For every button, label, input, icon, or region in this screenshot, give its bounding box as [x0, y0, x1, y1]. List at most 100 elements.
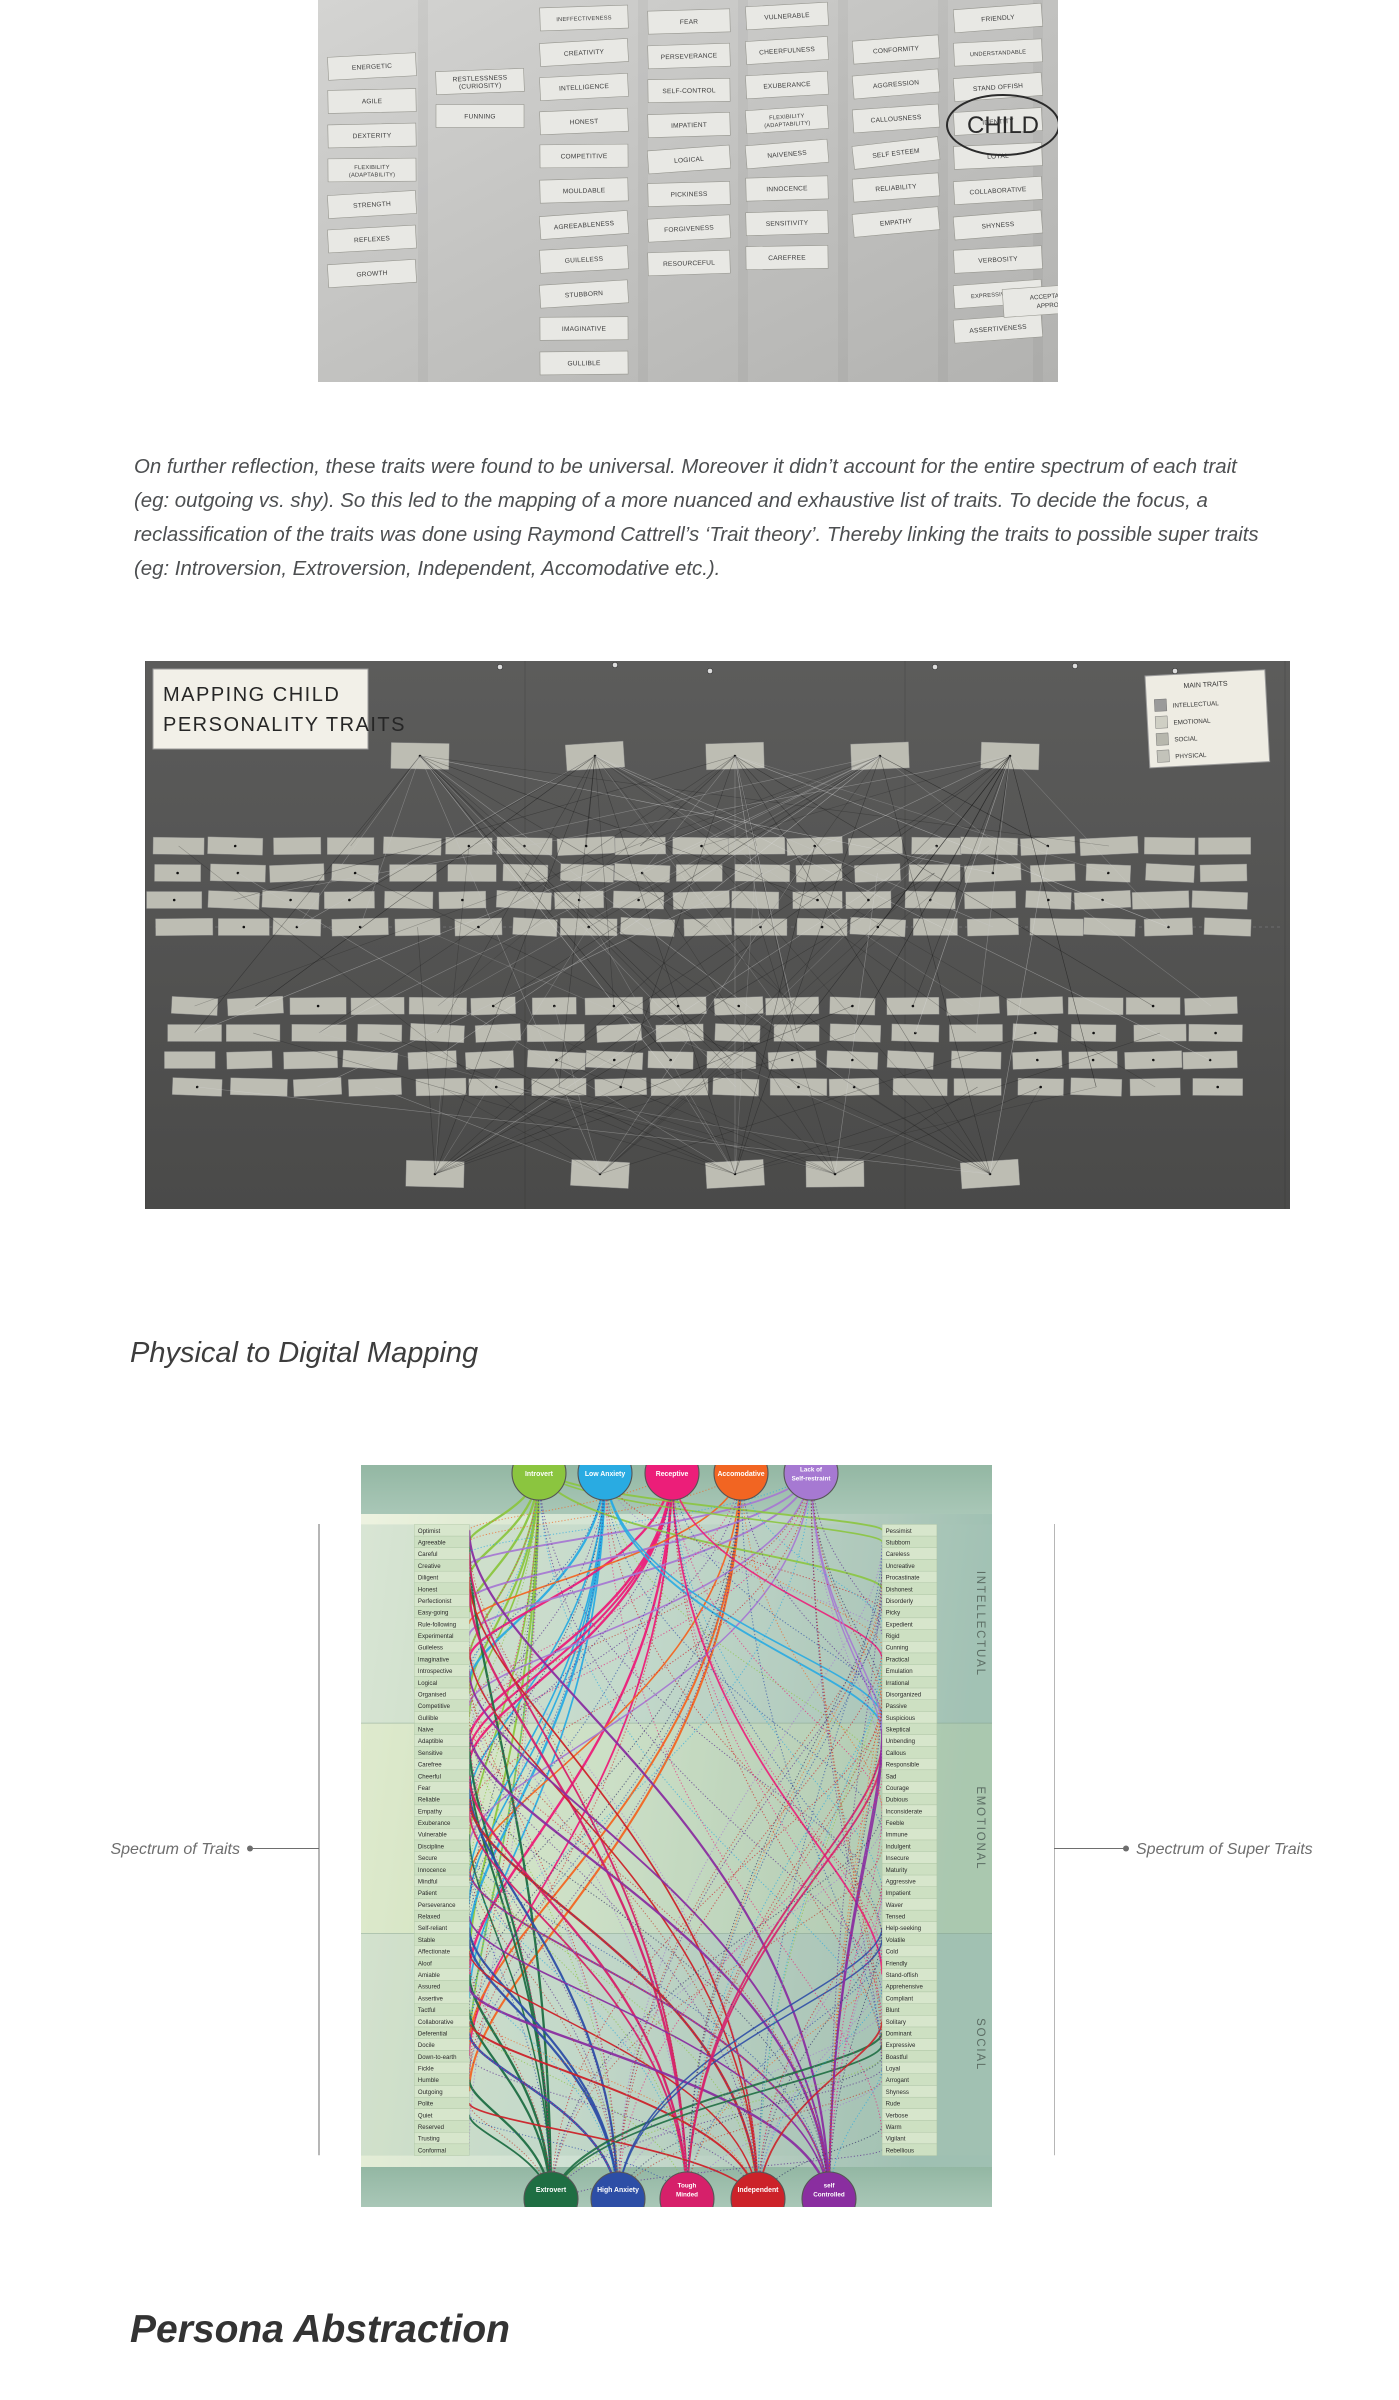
svg-text:Assured: Assured: [418, 1984, 440, 1991]
svg-text:Picky: Picky: [886, 1610, 902, 1617]
svg-text:IMAGINATIVE: IMAGINATIVE: [562, 326, 607, 333]
svg-text:Reliable: Reliable: [418, 1797, 441, 1804]
svg-text:Amiable: Amiable: [418, 1972, 441, 1979]
svg-text:Honest: Honest: [418, 1586, 438, 1593]
svg-text:Suspicious: Suspicious: [886, 1715, 915, 1722]
svg-text:Practical: Practical: [886, 1656, 909, 1663]
svg-text:Experimental: Experimental: [418, 1633, 454, 1640]
svg-text:SELF-CONTROL: SELF-CONTROL: [662, 87, 716, 95]
svg-text:Passive: Passive: [886, 1703, 908, 1710]
svg-text:Agreeable: Agreeable: [418, 1540, 446, 1547]
svg-text:Stand-offish: Stand-offish: [886, 1972, 918, 1979]
svg-text:Cunning: Cunning: [886, 1645, 909, 1652]
svg-text:Affectionate: Affectionate: [418, 1949, 451, 1956]
svg-text:Feeble: Feeble: [886, 1820, 905, 1827]
svg-text:Empathy: Empathy: [418, 1808, 443, 1815]
svg-text:Waver: Waver: [886, 1902, 903, 1909]
svg-text:self: self: [824, 2183, 836, 2190]
svg-text:Dominant: Dominant: [886, 2030, 912, 2037]
svg-text:Introvert: Introvert: [525, 1471, 554, 1478]
svg-text:Unbending: Unbending: [886, 1738, 915, 1745]
svg-text:Introspective: Introspective: [418, 1668, 453, 1675]
svg-text:Cheerful: Cheerful: [418, 1773, 441, 1780]
svg-text:Secure: Secure: [418, 1855, 438, 1862]
svg-text:Boastful: Boastful: [886, 2054, 908, 2061]
svg-text:Competitive: Competitive: [418, 1703, 451, 1710]
svg-text:Fear: Fear: [418, 1785, 431, 1792]
svg-text:Help-seeking: Help-seeking: [886, 1925, 922, 1932]
svg-text:Receptive: Receptive: [656, 1471, 689, 1478]
svg-text:FUNNING: FUNNING: [464, 113, 495, 120]
svg-text:Responsible: Responsible: [886, 1762, 920, 1769]
svg-text:Perfectionist: Perfectionist: [418, 1598, 452, 1605]
svg-text:SENSITIVITY: SENSITIVITY: [766, 220, 809, 228]
svg-text:Expressive: Expressive: [886, 2042, 916, 2049]
svg-text:Vulnerable: Vulnerable: [418, 1832, 448, 1839]
svg-text:Irrational: Irrational: [886, 1680, 910, 1687]
svg-text:Discipline: Discipline: [418, 1843, 445, 1850]
svg-text:Low Anxiety: Low Anxiety: [585, 1471, 625, 1478]
svg-text:Inconsiderate: Inconsiderate: [886, 1808, 923, 1815]
svg-text:Friendly: Friendly: [886, 1960, 909, 1967]
svg-text:Insecure: Insecure: [886, 1855, 910, 1862]
svg-text:CAREFREE: CAREFREE: [768, 254, 806, 262]
svg-text:Down-to-earth: Down-to-earth: [418, 2054, 457, 2061]
svg-text:Compliant: Compliant: [886, 1995, 914, 2002]
svg-text:Self-reliant: Self-reliant: [418, 1925, 447, 1932]
svg-text:Collaborative: Collaborative: [418, 2019, 454, 2026]
svg-text:Warm: Warm: [886, 2124, 902, 2131]
svg-text:HONEST: HONEST: [570, 118, 599, 126]
svg-text:Independent: Independent: [738, 2187, 780, 2194]
svg-text:Rebellious: Rebellious: [886, 2147, 914, 2154]
svg-text:Conformal: Conformal: [418, 2147, 446, 2154]
svg-text:Logical: Logical: [418, 1680, 437, 1687]
svg-text:MAPPING CHILD: MAPPING CHILD: [163, 684, 340, 706]
svg-text:Patient: Patient: [418, 1890, 437, 1897]
svg-text:Relaxed: Relaxed: [418, 1914, 440, 1921]
svg-text:Vigilant: Vigilant: [886, 2136, 906, 2143]
svg-text:Controlled: Controlled: [813, 2192, 845, 2199]
svg-text:Trusting: Trusting: [418, 2136, 440, 2143]
svg-text:INTELLECTUAL: INTELLECTUAL: [974, 1571, 986, 1677]
svg-text:Humble: Humble: [418, 2077, 440, 2084]
svg-text:FEAR: FEAR: [680, 19, 699, 27]
svg-text:Callous: Callous: [886, 1750, 906, 1757]
svg-text:Tensed: Tensed: [886, 1914, 906, 1921]
svg-text:Adaptible: Adaptible: [418, 1738, 444, 1745]
svg-text:GULLIBLE: GULLIBLE: [567, 360, 601, 367]
svg-text:Emulation: Emulation: [886, 1668, 913, 1675]
svg-text:Carefree: Carefree: [418, 1762, 442, 1769]
svg-text:Accomodative: Accomodative: [717, 1471, 764, 1478]
svg-text:APPROVAL: APPROVAL: [1036, 301, 1058, 310]
svg-text:Loyal: Loyal: [886, 2066, 901, 2073]
svg-text:Perseverance: Perseverance: [418, 1902, 456, 1909]
svg-text:Disorderly: Disorderly: [886, 1598, 914, 1605]
svg-text:CHILD: CHILD: [967, 112, 1039, 139]
svg-text:(ADAPTABILITY): (ADAPTABILITY): [349, 172, 395, 178]
svg-text:High Anxiety: High Anxiety: [597, 2187, 639, 2194]
svg-text:Verbose: Verbose: [886, 2112, 909, 2119]
svg-text:EMOTIONAL: EMOTIONAL: [974, 1786, 986, 1870]
svg-text:Aloof: Aloof: [418, 1960, 432, 1967]
svg-text:Mindful: Mindful: [418, 1878, 438, 1885]
svg-text:Tactful: Tactful: [418, 2007, 436, 2014]
svg-text:Organised: Organised: [418, 1691, 446, 1698]
svg-text:Exuberance: Exuberance: [418, 1820, 451, 1827]
svg-text:Stubborn: Stubborn: [886, 1540, 911, 1547]
svg-text:Careful: Careful: [418, 1551, 438, 1558]
svg-text:Arrogant: Arrogant: [886, 2077, 910, 2084]
svg-text:IMPATIENT: IMPATIENT: [671, 122, 707, 130]
svg-text:Dubious: Dubious: [886, 1797, 908, 1804]
svg-text:Expedient: Expedient: [886, 1621, 913, 1628]
svg-text:Careless: Careless: [886, 1551, 910, 1558]
svg-text:Uncreative: Uncreative: [886, 1563, 916, 1570]
svg-text:Gullible: Gullible: [418, 1715, 439, 1722]
svg-text:Minded: Minded: [676, 2192, 698, 2199]
svg-text:COMPETITIVE: COMPETITIVE: [561, 153, 608, 160]
svg-text:Rule-following: Rule-following: [418, 1621, 456, 1628]
svg-text:Blunt: Blunt: [886, 2007, 900, 2014]
svg-text:SOCIAL: SOCIAL: [1174, 735, 1198, 743]
svg-text:AGILE: AGILE: [362, 98, 383, 105]
svg-text:PICKINESS: PICKINESS: [670, 191, 708, 199]
svg-text:Docile: Docile: [418, 2042, 436, 2049]
